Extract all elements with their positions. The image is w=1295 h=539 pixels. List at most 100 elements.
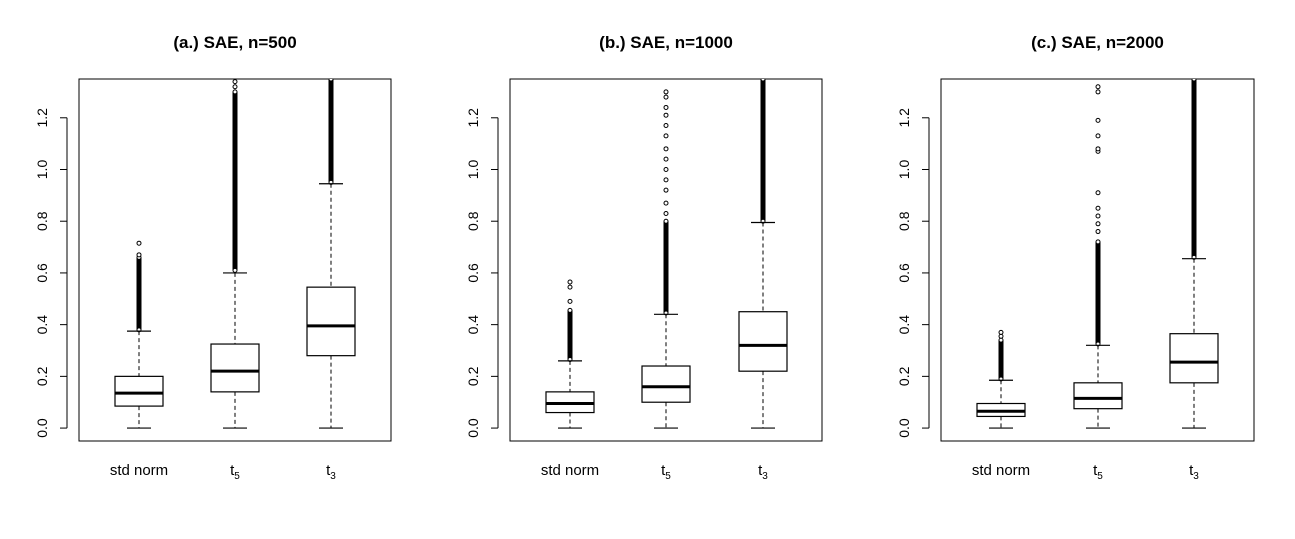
box-3 [306, 79, 356, 429]
category-label-main: t [230, 462, 235, 479]
category-label: t5 [1093, 462, 1103, 482]
y-tick-label: 0.4 [465, 315, 481, 335]
y-tick-label: 0.0 [896, 418, 912, 438]
outlier-point [1095, 239, 1101, 245]
panel-1: (a.) SAE, n=500 0.0 0.2 0.4 0.6 0.8 1.0 1.2 std … [34, 33, 392, 482]
outlier-point [567, 298, 573, 304]
y-tick-label: 1.2 [465, 108, 481, 128]
outlier-point [1191, 79, 1197, 82]
y-tick-label: 1.2 [896, 108, 912, 128]
y-tick-label: 0.8 [465, 211, 481, 231]
outlier-point [1095, 221, 1101, 227]
category-label-main: std norm [541, 462, 599, 479]
outlier-point [1095, 213, 1101, 219]
iqr-box [114, 375, 164, 407]
outlier-point [663, 200, 669, 206]
panel-2: (b.) SAE, n=1000 0.0 0.2 0.4 0.6 0.8 1.0 1.2 std… [465, 33, 823, 482]
box-2 [210, 79, 260, 429]
box-3 [738, 79, 788, 429]
iqr-box [1073, 382, 1123, 410]
outlier-point [998, 329, 1004, 335]
category-label: t3 [758, 462, 768, 482]
outlier-point [663, 177, 669, 183]
outlier-point [232, 89, 238, 95]
outlier-point [232, 84, 238, 90]
outlier-point [567, 279, 573, 285]
outlier-point [567, 307, 573, 313]
box-3 [1169, 79, 1219, 429]
outlier-point [663, 210, 669, 216]
outlier-point [663, 156, 669, 162]
category-label-subscript: 3 [762, 471, 768, 482]
category-label-main: t [1189, 462, 1194, 479]
outlier-point [663, 146, 669, 152]
panel-3: (c.) SAE, n=2000 0.0 0.2 0.4 0.6 0.8 1.0 1.2 std… [896, 33, 1255, 482]
outlier-point [1095, 117, 1101, 123]
iqr-box [306, 286, 356, 357]
y-tick-label: 1.0 [465, 160, 481, 180]
y-tick-label: 0.6 [465, 263, 481, 283]
category-label: t5 [230, 462, 240, 482]
category-label: std norm [541, 462, 599, 479]
category-label-main: t [758, 462, 763, 479]
outlier-point [567, 284, 573, 290]
plot-frame [509, 78, 823, 442]
category-label-subscript: 5 [1097, 471, 1103, 482]
y-tick-label: 1.2 [34, 108, 50, 128]
y-tick-label: 0.0 [465, 418, 481, 438]
category-label: t3 [1189, 462, 1199, 482]
category-label-main: t [326, 462, 331, 479]
box-1 [976, 329, 1026, 429]
iqr-box [738, 311, 788, 372]
y-tick-label: 1.0 [896, 160, 912, 180]
category-label-subscript: 5 [234, 471, 240, 482]
y-tick-label: 0.8 [34, 211, 50, 231]
box-2 [641, 89, 691, 429]
category-label-subscript: 3 [330, 471, 336, 482]
category-label-main: t [1093, 462, 1098, 479]
y-tick-label: 0.2 [34, 366, 50, 386]
outlier-point [1095, 84, 1101, 90]
y-tick-label: 0.4 [34, 315, 50, 335]
chart-title: (a.) SAE, n=500 [173, 33, 296, 52]
chart-title: (b.) SAE, n=1000 [599, 33, 733, 52]
y-tick-label: 0.8 [896, 211, 912, 231]
outlier-point [663, 187, 669, 193]
category-label-subscript: 5 [665, 471, 671, 482]
y-tick-label: 0.6 [34, 263, 50, 283]
outlier-point [232, 79, 238, 85]
outlier-point [328, 79, 334, 82]
chart-title: (c.) SAE, n=2000 [1031, 33, 1164, 52]
box-2 [1073, 84, 1123, 429]
category-label: t5 [661, 462, 671, 482]
category-label: t3 [326, 462, 336, 482]
category-label-main: std norm [972, 462, 1030, 479]
box-1 [545, 279, 595, 429]
box-1 [114, 240, 164, 429]
outlier-point [136, 240, 142, 246]
y-tick-label: 0.2 [465, 366, 481, 386]
iqr-box [641, 365, 691, 403]
outlier-point [663, 104, 669, 110]
category-label: std norm [110, 462, 168, 479]
outlier-point [232, 267, 238, 273]
outlier-point [136, 252, 142, 258]
outlier-point [663, 218, 669, 224]
category-label-subscript: 3 [1193, 471, 1199, 482]
outlier-point [663, 123, 669, 129]
iqr-box [1169, 333, 1219, 384]
outlier-point [663, 112, 669, 118]
category-label-main: t [661, 462, 666, 479]
plot-frame [940, 78, 1255, 442]
outlier-point [663, 133, 669, 139]
y-tick-label: 0.4 [896, 315, 912, 335]
outlier-point [663, 167, 669, 172]
outlier-point [1095, 89, 1101, 95]
outlier-point [663, 94, 669, 100]
y-tick-label: 0.2 [896, 366, 912, 386]
category-label: std norm [972, 462, 1030, 479]
outlier-point [1095, 146, 1101, 152]
outlier-point [1095, 190, 1101, 196]
iqr-box [210, 343, 260, 393]
